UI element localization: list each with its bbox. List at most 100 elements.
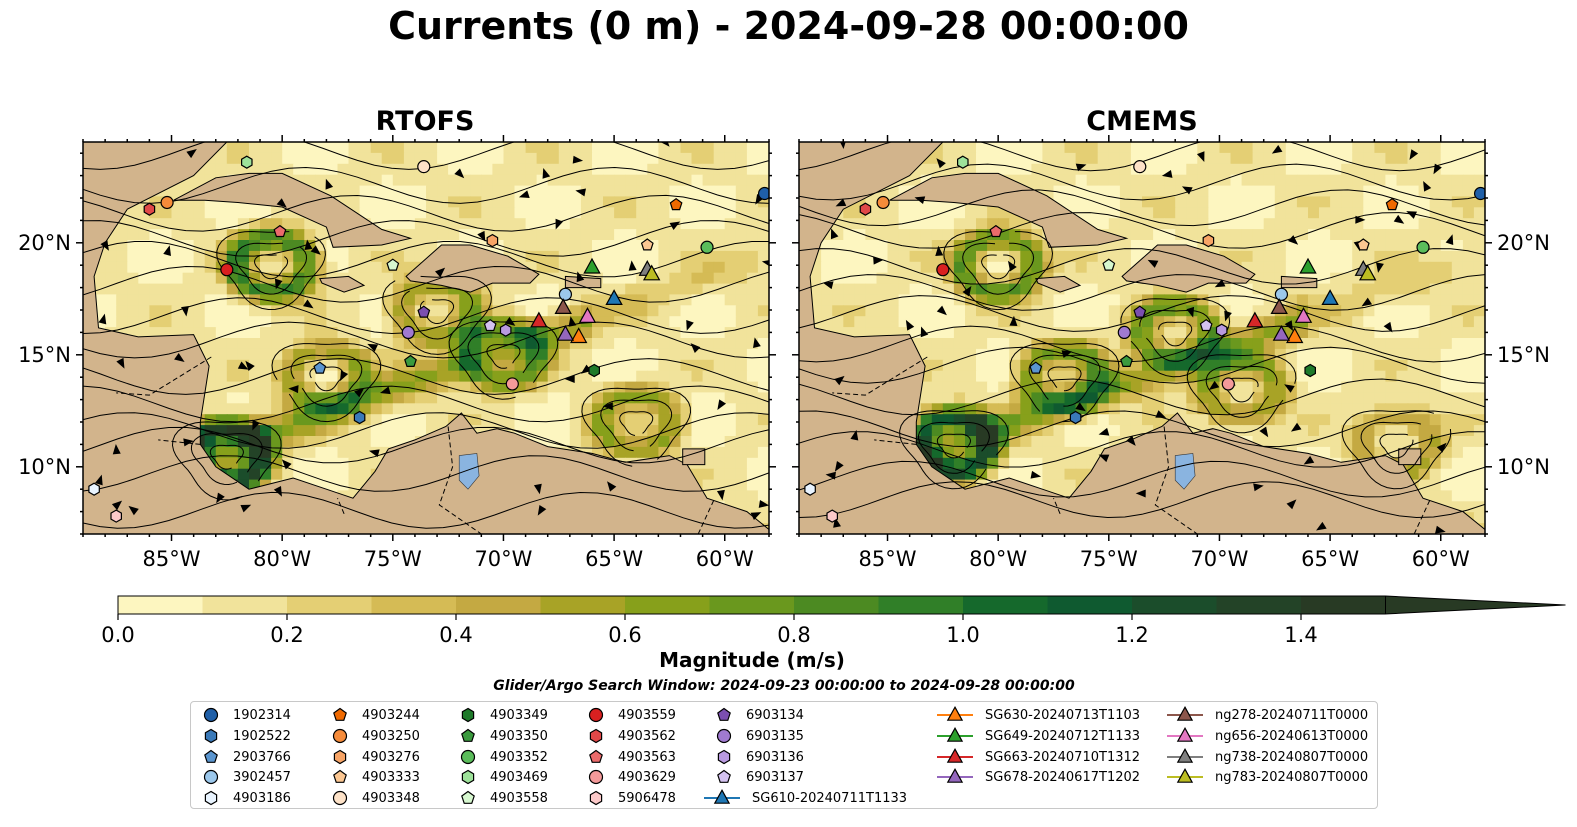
ytick-label: 10°N [1497, 455, 1550, 479]
legend-item-ng738-20240807T0000: ng738-20240807T0000 [1165, 747, 1368, 767]
ytick-label: 15°N [1497, 343, 1550, 367]
country-border [1053, 498, 1061, 514]
colorbar-label: Magnitude (m/s) [659, 648, 845, 672]
argo-float-4903244 [1385, 197, 1399, 211]
argo-float-4903469 [956, 155, 969, 169]
legend-item-6903137: 6903137 [712, 767, 804, 787]
legend-item-4903559: 4903559 [584, 705, 676, 725]
triangle-marker-icon [937, 767, 973, 783]
legend-item-6903136: 6903136 [712, 747, 804, 767]
argo-float-4903352 [700, 240, 714, 254]
ytick-label: 10°N [18, 455, 71, 479]
circle-marker-icon [460, 749, 476, 765]
legend-item-4903348: 4903348 [328, 788, 420, 808]
argo-float-4903186 [88, 482, 100, 496]
map-frame [82, 141, 770, 535]
xtick-label: 80°W [253, 547, 311, 571]
legend-item-4903558: 4903558 [456, 788, 548, 808]
glider-SG678-20240617T1202 [556, 324, 575, 341]
colorbar-segment [287, 596, 372, 614]
search-window-label: Glider/Argo Search Window: 2024-09-23 00… [493, 678, 1075, 694]
argo-float-4903348 [1133, 160, 1147, 174]
legend-item-ng783-20240807T0000: ng783-20240807T0000 [1165, 767, 1368, 787]
panel-title-rtofs: RTOFS [375, 106, 475, 137]
argo-float-4903558 [1102, 258, 1116, 271]
argo-float-1902314 [757, 186, 769, 201]
legend: 1902314 1902522 2903766 3902457 4903186 49032… [190, 701, 1378, 809]
pentagon-marker-icon [204, 749, 218, 763]
triangle-marker-icon [937, 747, 973, 763]
land-polygon [564, 275, 602, 289]
ytick-label: 15°N [18, 343, 71, 367]
argo-float-5906478 [826, 509, 839, 523]
legend-item-1902314: 1902314 [199, 705, 291, 725]
argo-float-4903350 [1120, 354, 1133, 367]
colorbar-tick-label: 1.4 [1284, 623, 1317, 647]
legend-item-4903562: 4903562 [584, 726, 676, 746]
legend-item-6903135: 6903135 [712, 726, 804, 746]
country-border [832, 356, 928, 396]
land-polygon [682, 448, 706, 466]
colorbar-outline [117, 595, 1386, 615]
pentagon-marker-icon [717, 707, 731, 721]
argo-float-6903134 [417, 305, 431, 318]
argo-float-6903135 [401, 325, 415, 339]
map-panel-rtofs: 85°W 80°W 75°W 70°W 65°W 60°W 10°N 15°N 20°N [18, 135, 776, 571]
current-magnitude-field [83, 142, 769, 534]
argo-float-4903558 [386, 258, 400, 271]
argo-float-4903562 [859, 202, 872, 216]
country-border [1154, 426, 1198, 534]
xtick-label: 60°W [696, 547, 754, 571]
pentagon-marker-icon [717, 769, 731, 783]
argo-float-4903348 [417, 160, 431, 174]
hexagon-marker-icon [333, 749, 347, 765]
legend-item-4903469: 4903469 [456, 767, 548, 787]
xtick-label: 60°W [1412, 547, 1470, 571]
streamlines [799, 142, 1485, 519]
colorbar-segment [540, 596, 626, 614]
triangle-marker-icon [704, 788, 740, 804]
colorbar-tick-label: 1.2 [1115, 623, 1148, 647]
map-ticks [76, 135, 776, 541]
colorbar-segment [1216, 596, 1302, 614]
legend-item-4903244: 4903244 [328, 705, 420, 725]
legend-item-SG663-20240710T1312: SG663-20240710T1312 [935, 747, 1140, 767]
colorbar-segment [1047, 596, 1133, 614]
xtick-label: 65°W [1301, 547, 1359, 571]
country-border [158, 439, 201, 445]
land-polygon [799, 142, 1485, 534]
xtick-label: 70°W [474, 547, 532, 571]
legend-item-4903629: 4903629 [584, 767, 676, 787]
argo-float-4903276 [1202, 233, 1215, 248]
triangle-marker-icon [1167, 747, 1203, 763]
lake-maracaibo [458, 453, 480, 490]
argo-float-4903563 [989, 224, 1003, 238]
argo-float-4903244 [669, 197, 683, 211]
argo-float-1902522 [353, 410, 366, 425]
land-polygon [319, 275, 366, 293]
triangle-marker-icon [937, 705, 973, 721]
hexagon-marker-icon [589, 790, 603, 806]
argo-float-4903349 [1304, 363, 1317, 378]
land-polygon [1035, 275, 1082, 293]
triangle-marker-icon [1167, 726, 1203, 742]
legend-item-4903349: 4903349 [456, 705, 548, 725]
legend-item-2903766: 2903766 [199, 747, 291, 767]
glider-SG630-20240713T1103 [1285, 327, 1304, 344]
triangle-marker-icon [1167, 767, 1203, 783]
colorbar-tick-label: 1.0 [946, 623, 979, 647]
colorbar-tick-label: 0.8 [777, 623, 810, 647]
glider-SG663-20240710T1312 [530, 311, 548, 328]
argo-float-4903629 [1221, 377, 1235, 391]
glider-ng278-20240711T0000 [554, 298, 572, 314]
argo-float-4903350 [404, 354, 417, 367]
colorbar-segment [371, 596, 457, 614]
legend-item-SG610-20240711T1133: SG610-20240711T1133 [702, 788, 907, 808]
colorbar-segment [625, 596, 710, 614]
xtick-label: 85°W [143, 547, 201, 571]
argo-float-6903136 [1215, 323, 1228, 337]
argo-float-4903629 [505, 377, 519, 391]
argo-float-4903563 [273, 224, 287, 238]
glider-SG610-20240711T1133 [605, 289, 623, 305]
